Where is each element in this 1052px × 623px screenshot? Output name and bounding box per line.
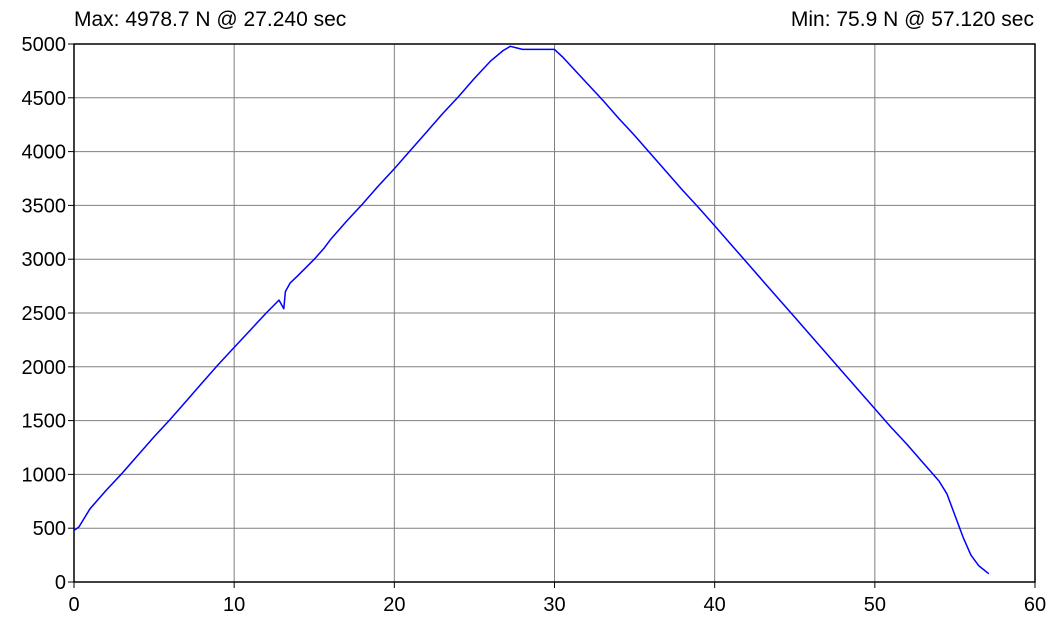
x-tick-label-0: 0 [68,594,79,616]
min-force-label: Min: 75.9 N @ 57.120 sec [790,8,1034,31]
x-tick-label-10: 10 [223,594,245,616]
y-tick-label-500: 500 [33,518,66,540]
y-tick-label-1000: 1000 [22,464,67,486]
series-line-0 [73,45,990,575]
x-tick-label-30: 30 [543,594,565,616]
y-tick-label-1500: 1500 [22,411,67,433]
y-tick-label-2000: 2000 [22,357,67,379]
x-tick-label-40: 40 [704,594,726,616]
y-tick-label-4000: 4000 [22,142,67,164]
y-tick-label-5000: 5000 [22,34,67,56]
x-tick-label-20: 20 [383,594,405,616]
y-tick-label-3500: 3500 [22,195,67,217]
y-tick-label-4500: 4500 [22,88,67,110]
max-force-label: Max: 4978.7 N @ 27.240 sec [74,8,347,31]
x-tick-label-60: 60 [1024,594,1046,616]
x-tick-label-50: 50 [864,594,886,616]
y-tick-label-0: 0 [55,572,66,594]
y-tick-label-3000: 3000 [22,249,67,271]
y-tick-label-2500: 2500 [22,303,67,325]
